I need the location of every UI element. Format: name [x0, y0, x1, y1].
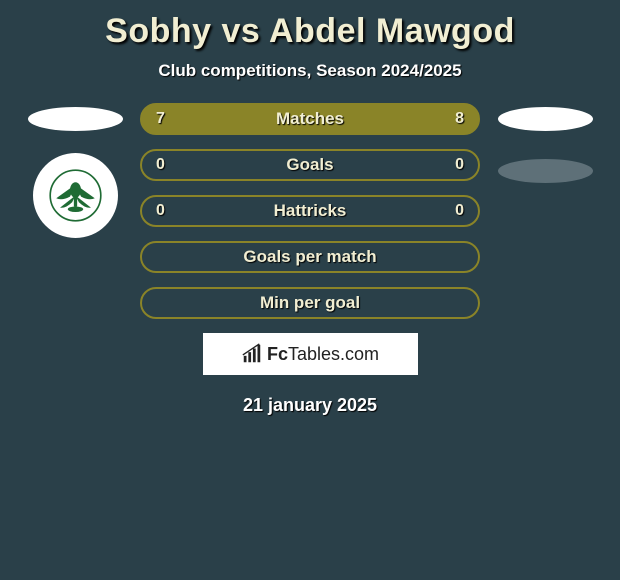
- stat-row: 0Goals0: [10, 149, 610, 181]
- stat-bar-goals: 0Goals0: [140, 149, 480, 181]
- stat-bar-min-per-goal: Min per goal: [140, 287, 480, 319]
- stat-label: Goals per match: [142, 247, 478, 267]
- stat-row: 7Matches8: [10, 103, 610, 135]
- stat-label: Goals: [142, 155, 478, 175]
- brand-text: FcTables.com: [267, 344, 379, 365]
- stat-bar-goals-per-match: Goals per match: [140, 241, 480, 273]
- stat-bar-matches: 7Matches8: [140, 103, 480, 135]
- bar-chart-icon: [241, 343, 263, 365]
- stat-label: Hattricks: [142, 201, 478, 221]
- brand-panel: FcTables.com: [203, 333, 418, 375]
- stat-label: Matches: [142, 109, 478, 129]
- stat-row: Goals per match: [10, 241, 610, 273]
- stat-label: Min per goal: [142, 293, 478, 313]
- stat-row: 0Hattricks0: [10, 195, 610, 227]
- page-subtitle: Club competitions, Season 2024/2025: [10, 61, 610, 81]
- stat-bar-hattricks: 0Hattricks0: [140, 195, 480, 227]
- stat-row: Min per goal: [10, 287, 610, 319]
- stats-block: 7Matches8 0Goals0 0Hattricks0 Goals per mat…: [10, 103, 610, 319]
- snapshot-date: 21 january 2025: [10, 395, 610, 416]
- page-title: Sobhy vs Abdel Mawgod: [10, 12, 610, 51]
